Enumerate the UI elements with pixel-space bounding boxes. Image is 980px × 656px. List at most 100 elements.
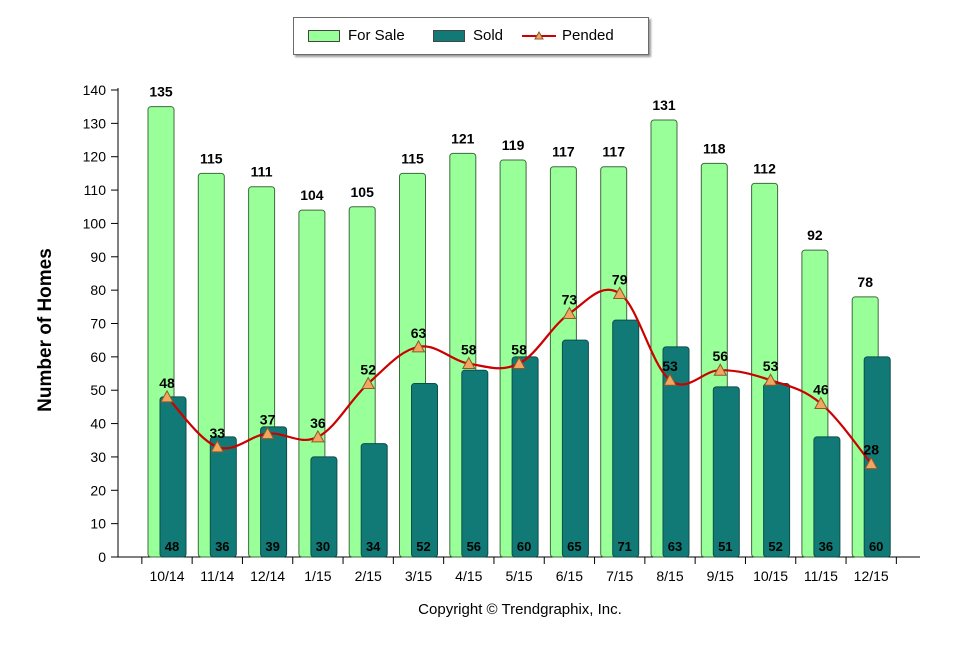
marker-pended xyxy=(814,396,828,410)
y-tick-label: 80 xyxy=(90,282,106,298)
y-tick-label: 20 xyxy=(90,482,106,498)
legend-swatch-for-sale xyxy=(308,30,340,42)
copyright-text: Copyright © Trendgraphix, Inc. xyxy=(418,601,622,618)
marker-pended xyxy=(210,439,225,453)
data-label-sold: 56 xyxy=(467,539,481,554)
bar-sold xyxy=(813,436,841,558)
data-label-for-sale: 131 xyxy=(652,97,676,113)
data-label-for-sale: 121 xyxy=(451,130,475,146)
y-tick-label: 30 xyxy=(90,449,106,465)
data-label-pended: 48 xyxy=(159,375,175,391)
data-label-sold: 65 xyxy=(567,539,581,554)
data-label-for-sale: 117 xyxy=(602,144,625,160)
data-label-pended: 52 xyxy=(360,362,376,378)
data-label-pended: 79 xyxy=(612,271,628,287)
x-tick-label: 12/15 xyxy=(854,568,889,584)
data-label-sold: 52 xyxy=(416,539,430,554)
y-tick-label: 50 xyxy=(90,382,106,398)
data-label-sold: 51 xyxy=(718,539,732,554)
marker-pended xyxy=(260,426,275,440)
y-tick-label: 10 xyxy=(90,516,106,532)
data-label-pended: 56 xyxy=(713,348,729,364)
data-label-for-sale: 92 xyxy=(807,227,823,243)
marker-pended xyxy=(160,389,174,403)
legend-swatch-sold xyxy=(433,30,465,42)
legend-label-pended: Pended xyxy=(562,27,614,44)
y-tick-label: 60 xyxy=(90,349,106,365)
x-tick-label: 9/15 xyxy=(707,568,734,584)
data-label-pended: 28 xyxy=(863,442,879,458)
data-label-pended: 53 xyxy=(662,358,678,374)
x-tick-label: 8/15 xyxy=(656,568,683,584)
y-tick-label: 130 xyxy=(83,115,107,131)
data-label-sold: 30 xyxy=(316,539,330,554)
data-label-pended: 58 xyxy=(511,342,527,358)
x-tick-label: 11/15 xyxy=(804,568,838,584)
data-label-sold: 39 xyxy=(265,539,279,554)
data-label-for-sale: 117 xyxy=(552,144,575,160)
marker-pended xyxy=(311,429,325,443)
data-label-pended: 53 xyxy=(763,358,779,374)
x-tick-label: 5/15 xyxy=(505,568,532,584)
bar-sold xyxy=(159,396,187,558)
data-label-for-sale: 115 xyxy=(200,150,223,166)
bar-sold xyxy=(763,383,791,558)
data-label-for-sale: 135 xyxy=(149,84,173,100)
data-label-for-sale: 115 xyxy=(401,150,424,166)
data-label-sold: 63 xyxy=(668,539,682,554)
data-label-for-sale: 118 xyxy=(703,140,726,156)
marker-pended xyxy=(763,373,778,386)
x-tick-label: 3/15 xyxy=(405,568,432,584)
marker-pended xyxy=(361,376,376,390)
y-tick-label: 70 xyxy=(90,316,106,332)
y-tick-label: 120 xyxy=(83,149,107,165)
bar-sold xyxy=(260,426,288,558)
x-tick-label: 11/14 xyxy=(200,568,234,584)
marker-pended xyxy=(663,373,677,386)
y-tick-label: 40 xyxy=(90,416,106,432)
data-label-pended: 46 xyxy=(813,382,829,398)
data-label-for-sale: 78 xyxy=(857,274,873,290)
y-tick-label: 100 xyxy=(83,215,107,231)
marker-pended xyxy=(562,306,577,319)
data-label-for-sale: 111 xyxy=(251,164,273,180)
x-tick-label: 10/14 xyxy=(149,568,184,584)
x-tick-label: 6/15 xyxy=(556,568,583,584)
marker-pended xyxy=(713,363,728,376)
bar-sold xyxy=(712,386,740,558)
marker-pended xyxy=(512,356,526,370)
bar-sold xyxy=(662,346,690,558)
x-tick-label: 1/15 xyxy=(304,568,331,584)
data-label-sold: 60 xyxy=(869,539,883,554)
x-tick-label: 2/15 xyxy=(355,568,382,584)
y-tick-label: 0 xyxy=(98,549,106,565)
data-label-pended: 33 xyxy=(210,425,226,441)
data-label-sold: 34 xyxy=(366,539,381,554)
bar-sold xyxy=(461,369,489,558)
data-label-pended: 37 xyxy=(260,412,276,428)
marker-pended xyxy=(864,456,879,470)
legend-label-for-sale: For Sale xyxy=(348,27,405,44)
chart-legend: For Sale Sold Pended xyxy=(293,17,649,55)
data-label-for-sale: 119 xyxy=(502,137,525,153)
bar-sold xyxy=(310,456,338,558)
legend-label-sold: Sold xyxy=(473,27,504,44)
line-pended xyxy=(166,288,873,465)
y-tick-label: 90 xyxy=(90,249,106,265)
bar-sold xyxy=(561,339,589,558)
data-label-sold: 36 xyxy=(819,539,833,554)
bar-sold xyxy=(863,356,891,558)
x-tick-label: 12/14 xyxy=(250,568,285,584)
data-label-for-sale: 104 xyxy=(300,187,324,203)
bar-sold xyxy=(360,443,388,558)
data-label-pended: 36 xyxy=(310,415,326,431)
marker-pended xyxy=(612,286,627,299)
data-label-sold: 71 xyxy=(617,539,631,554)
x-tick-label: 10/15 xyxy=(753,568,788,584)
bar-sold xyxy=(511,356,539,558)
x-tick-label: 7/15 xyxy=(606,568,633,584)
data-label-sold: 52 xyxy=(768,539,782,554)
bar-sold xyxy=(612,319,640,558)
data-label-sold: 48 xyxy=(165,539,179,554)
